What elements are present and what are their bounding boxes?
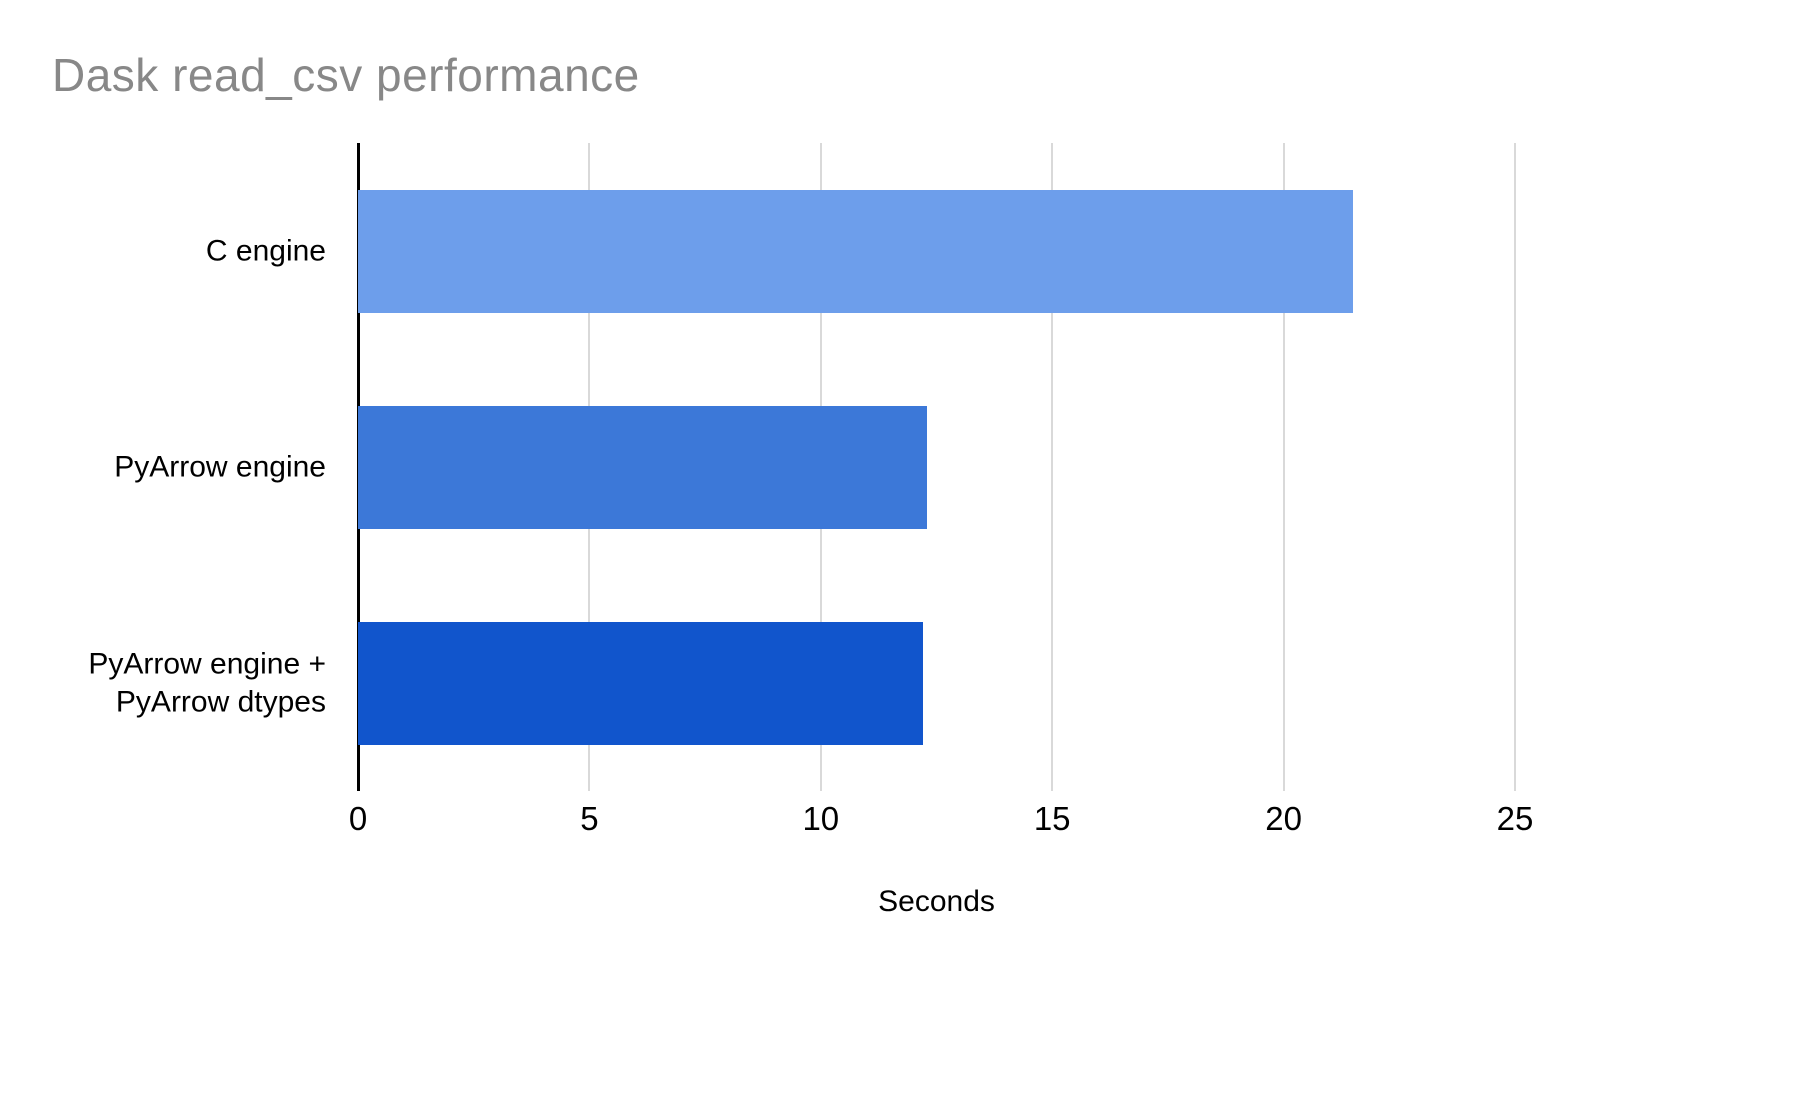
gridline: [1282, 143, 1285, 791]
x-axis-title: Seconds: [878, 885, 995, 918]
x-tick-label: 10: [802, 800, 840, 837]
x-tick-label: 15: [1033, 800, 1071, 837]
category-label: PyArrow engine + PyArrow dtypes: [88, 647, 326, 719]
category-label: PyArrow engine: [114, 450, 326, 484]
chart-title: Dask read_csv performance: [52, 49, 640, 101]
x-tick-label: 0: [348, 800, 368, 837]
bar: [358, 189, 1354, 313]
category-labels: C engine PyArrow engine PyArrow engine + P…: [0, 143, 342, 791]
plot-area: [357, 143, 1516, 791]
bar: [358, 621, 923, 745]
gridline: [1514, 143, 1516, 791]
x-tick-label: 5: [580, 800, 599, 837]
x-axis-ticks: 0 5 10 15 20 25: [349, 800, 1534, 850]
x-tick-label: 25: [1496, 800, 1534, 837]
x-tick-label: 20: [1265, 800, 1302, 837]
category-label: C engine: [205, 234, 326, 268]
bar: [358, 405, 928, 529]
gridline: [1051, 143, 1054, 791]
